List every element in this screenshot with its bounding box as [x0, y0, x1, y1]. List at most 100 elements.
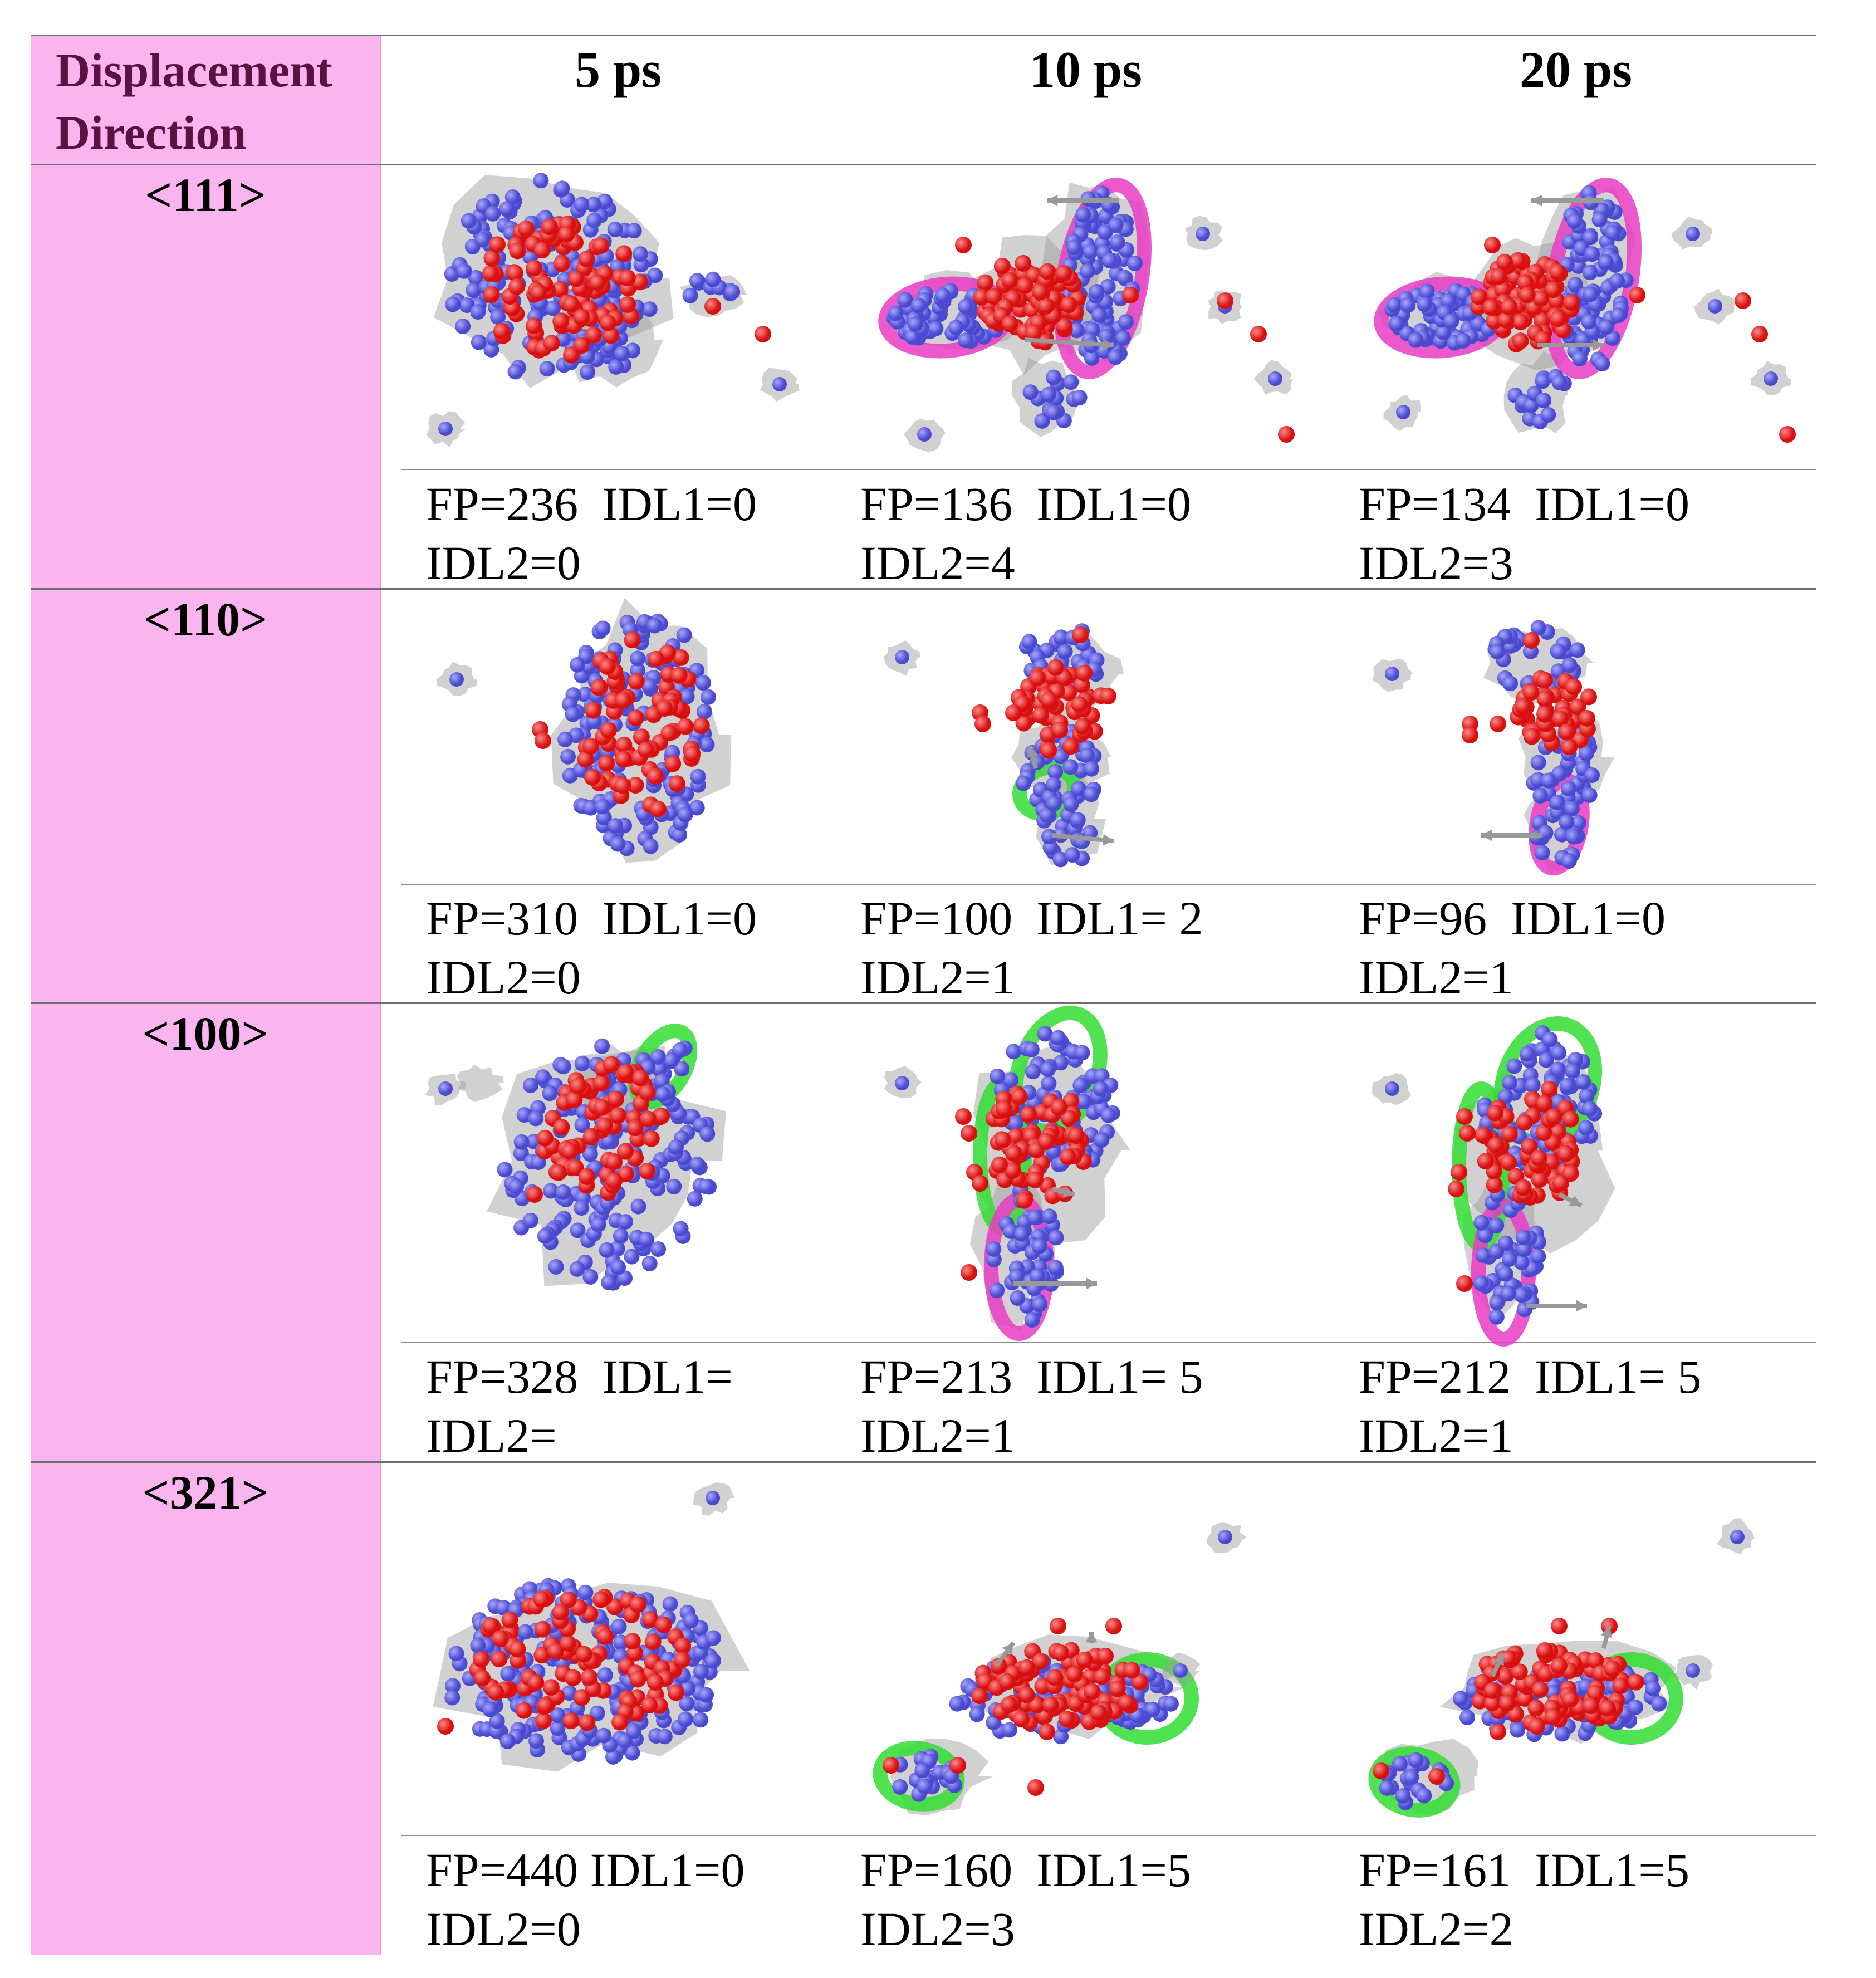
- interstitial-atom: [1510, 1722, 1526, 1738]
- interstitial-atom: [705, 1630, 721, 1646]
- interstitial-atom: [555, 1059, 571, 1075]
- vacancy-atom: [603, 1056, 620, 1073]
- row1-rule: [31, 588, 1816, 590]
- interstitial-atom: [1565, 1063, 1580, 1079]
- vacancy-atom: [1532, 1681, 1549, 1698]
- vacancy-atom: [1509, 252, 1526, 269]
- interstitial-atom: [497, 1162, 513, 1178]
- stats-line2: IDL2=: [426, 1409, 557, 1462]
- interstitial-atom: [1041, 1208, 1057, 1225]
- vacancy-atom: [552, 312, 570, 330]
- vacancy-atom: [670, 667, 688, 684]
- vacancy-atom: [1217, 292, 1233, 309]
- interstitial-atom: [1053, 748, 1069, 765]
- vacancy-atom: [1122, 287, 1139, 303]
- interstitial-atom: [724, 284, 741, 300]
- interstitial-atom: [1530, 1249, 1546, 1264]
- interstitial-atom: [1477, 1227, 1493, 1243]
- interstitial-atom: [1551, 644, 1567, 660]
- interstitial-atom: [1500, 1286, 1516, 1302]
- vacancy-atom: [1072, 626, 1089, 643]
- vacancy-atom: [1039, 263, 1056, 280]
- interstitial-atom: [679, 689, 695, 704]
- interstitial-atom: [596, 1727, 612, 1744]
- vacancy-atom: [1456, 1275, 1473, 1292]
- interstitial-atom: [689, 800, 705, 816]
- interstitial-atom: [772, 377, 787, 391]
- interstitial-atom: [1099, 328, 1114, 344]
- vacancy-atom: [576, 1646, 592, 1663]
- interstitial-atom: [679, 1696, 695, 1712]
- vacancy-atom: [1487, 1104, 1504, 1122]
- interstitial-atom: [1535, 373, 1551, 389]
- vacancy-atom: [526, 260, 543, 277]
- vacancy-atom: [1549, 263, 1566, 281]
- interstitial-atom: [1628, 1699, 1643, 1715]
- interstitial-atom: [1108, 349, 1124, 365]
- vacancy-atom: [1462, 727, 1478, 743]
- vacancy-atom: [977, 274, 994, 291]
- arrow-head: [1085, 1632, 1098, 1643]
- vacancy-atom: [1612, 1677, 1629, 1695]
- vacancy-atom: [1599, 1700, 1616, 1717]
- interstitial-atom: [1074, 1045, 1090, 1061]
- interstitial-atom: [574, 1117, 590, 1133]
- interstitial-atom: [1093, 1081, 1109, 1097]
- interstitial-atom: [643, 838, 659, 854]
- interstitial-atom: [555, 1184, 571, 1200]
- vacancy-atom: [1627, 1673, 1644, 1691]
- vacancy-atom: [1055, 265, 1072, 282]
- vacancy-atom: [1501, 298, 1518, 316]
- interstitial-atom: [577, 1584, 594, 1600]
- vacancy-atom: [673, 1652, 690, 1668]
- interstitial-atom: [1561, 853, 1577, 869]
- interstitial-atom: [1062, 759, 1079, 775]
- interstitial-atom: [611, 1618, 627, 1634]
- vacancy-atom: [1557, 1145, 1574, 1162]
- interstitial-atom: [1440, 293, 1456, 309]
- vacancy-atom: [558, 226, 575, 243]
- vacancy-atom: [552, 1604, 569, 1620]
- interstitial-atom: [1091, 307, 1108, 323]
- interstitial-atom: [888, 305, 904, 321]
- vacancy-atom: [1550, 1657, 1568, 1675]
- stats-321-10ps: FP=160 IDL1=5 IDL2=3: [860, 1840, 1191, 1959]
- direction-column-background: [31, 35, 380, 1955]
- interstitial-atom: [1488, 1309, 1505, 1325]
- vacancy-atom: [1544, 1708, 1561, 1725]
- vacancy-atom: [1011, 1088, 1028, 1105]
- row4-figure-rule: [401, 1835, 1816, 1836]
- interstitial-atom: [1023, 1041, 1040, 1057]
- vacancy-atom: [624, 1633, 641, 1650]
- vacancy-atom: [1471, 288, 1488, 306]
- interstitial-atom: [1506, 1058, 1522, 1074]
- interstitial-atom: [948, 320, 964, 336]
- vacancy-atom: [1039, 1724, 1055, 1740]
- interstitial-atom: [1583, 229, 1598, 246]
- vacancy-atom: [1373, 1762, 1389, 1779]
- interstitial-atom: [1530, 620, 1546, 636]
- interstitial-atom: [1502, 1074, 1518, 1090]
- vacancy-atom: [561, 1143, 579, 1160]
- vacancy-atom: [664, 755, 682, 772]
- vacancy-atom: [1569, 698, 1586, 716]
- interstitial-atom: [1118, 314, 1134, 330]
- vacancy-atom: [1536, 1095, 1553, 1112]
- vacancy-atom: [1482, 299, 1500, 316]
- interstitial-atom: [1069, 322, 1085, 339]
- vacancy-atom: [1532, 290, 1550, 307]
- vacancy-atom: [1562, 1165, 1579, 1182]
- vacancy-atom: [1094, 1668, 1111, 1685]
- vacancy-atom: [611, 1713, 629, 1731]
- interstitial-atom: [693, 1712, 708, 1728]
- vacancy-atom: [639, 1084, 656, 1101]
- stats-110-20ps: FP=96 IDL1=0 IDL2=1: [1359, 889, 1666, 1007]
- vacancy-atom: [562, 1712, 580, 1730]
- interstitial-atom: [1569, 642, 1585, 658]
- vacancy-atom: [1519, 286, 1536, 303]
- vacancy-atom: [1047, 659, 1064, 676]
- interstitial-atom: [1436, 324, 1452, 340]
- interstitial-atom: [585, 197, 601, 213]
- interstitial-atom: [1540, 407, 1556, 423]
